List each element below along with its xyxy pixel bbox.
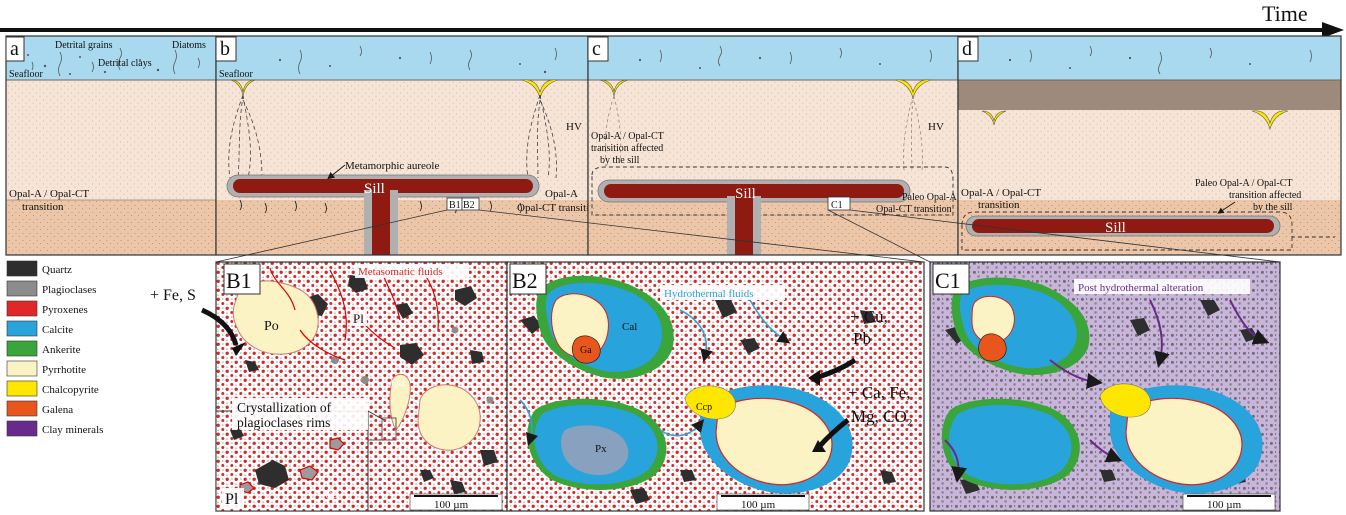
micrograph-b1: B1 Metasomatic fluids Po Pl Qtz Crystall… [215,261,508,512]
panel-letter-d: d [962,38,972,60]
inset-marker-b2: B2 [463,200,475,211]
panel-letter-b: b [220,38,230,60]
label-input-fe-s: + Fe, S [150,287,196,304]
label-affected-c3: by the sill [600,155,640,166]
legend-swatch-calcite [6,320,38,337]
time-axis: Time [0,1,1344,38]
inset-marker-c1: C1 [831,200,843,211]
label-crystallization-2: plagioclases rims [237,415,330,430]
label-transition-a2: transition [22,201,64,213]
input-ca-fe-mg-co2: + Ca, Fe, Mg, CO₂ [812,383,913,452]
scale-bar-c1: 100 µm [1207,499,1242,511]
legend-label-quartz: Quartz [42,264,72,276]
legend-swatch-plagioclases [6,280,38,297]
legend-swatch-pyrrhotite [6,360,38,377]
label-inset-pl: Pl [225,491,239,508]
label-hv-c: HV [928,121,944,133]
panel-c: HV Sill Opal-A / Opal-CT transition affe… [587,35,959,256]
label-input-cu: + Cu, [850,307,888,326]
input-fe-s: + Fe, S [150,287,246,356]
legend-swatch-ankerite [6,340,38,357]
label-metasomatic-fluids: Metasomatic fluids [358,266,443,278]
input-cu-pb: + Cu, Pb [808,307,888,386]
label-crystallization-1: Crystallization of [237,400,332,415]
time-label: Time [1262,1,1308,26]
label-po: Po [264,319,279,334]
legend-swatch-chalcopyrite [6,380,38,397]
label-px: Px [595,443,607,455]
micro-title-b2: B2 [512,268,538,293]
inset-marker-b1: B1 [449,200,461,211]
label-inset-qtz: Qtz [325,490,340,501]
label-paleo-d1: Paleo Opal-A / Opal-CT [1195,178,1292,189]
legend-swatch-quartz [6,260,38,277]
legend-swatch-clay-minerals [6,420,38,437]
label-transition-b2: Opal-CT transition [517,202,601,214]
panel-b: HV Seafloor Sill Metamorphic aureole Opa… [215,35,601,256]
legend-label-plagioclases: Plagioclases [42,284,96,296]
panel-d: Sill Paleo Opal-A / Opal-CT transition a… [957,35,1342,256]
label-paleo-d2: transition affected [1229,190,1301,201]
legend-label-chalcopyrite: Chalcopyrite [42,384,99,396]
micro-title-b1: B1 [226,268,252,293]
scale-bar-b1: 100 µm [434,499,469,511]
label-qtz: Qtz [391,378,406,389]
label-paleo-c1: Paleo Opal-A [902,192,957,203]
label-sill-d: Sill [1105,220,1126,236]
legend: Quartz Plagioclases Pyroxenes Calcite Ankeri… [6,260,103,437]
label-input-mg-co2: Mg, CO₂ [851,407,913,426]
label-hv-b: HV [566,121,582,133]
legend-swatch-galena [6,400,38,417]
legend-label-pyroxenes: Pyroxenes [42,304,88,316]
label-affected-c1: Opal-A / Opal-CT [591,131,664,142]
label-metamorphic-aureole: Metamorphic aureole [345,160,439,172]
label-input-ca-fe: + Ca, Fe, [848,383,910,402]
legend-label-clay-minerals: Clay minerals [42,424,103,436]
micrograph-b2: B2 Hydrothermal fluids Cal Ga Ccp Px 100… [506,261,925,512]
inset-connectors [215,209,1281,263]
label-transition-d1: Opal-A / Opal-CT [961,187,1041,199]
legend-label-pyrrhotite: Pyrrhotite [42,364,86,376]
label-paleo-d3: by the sill [1253,202,1293,213]
label-ccp: Ccp [696,402,712,413]
label-sill-c: Sill [735,186,756,202]
legend-label-calcite: Calcite [42,324,73,336]
label-sill-b: Sill [364,181,385,197]
panel-letter-a: a [10,38,19,60]
panel-a: Detrital grains Detrital clays Diatoms S… [5,35,217,256]
micrograph-c1: C1 Post hydrothermal alteration 100 µm [929,261,1281,512]
label-transition-a: Opal-A / Opal-CT [9,188,89,200]
label-cal: Cal [622,321,637,333]
label-diatoms: Diatoms [172,40,206,51]
label-detrital-clays: Detrital clays [98,58,152,69]
label-post-hydrothermal-alteration: Post hydrothermal alteration [1078,282,1204,294]
label-transition-b1: Opal-A [545,188,578,200]
label-input-pb: Pb [853,329,871,348]
micro-title-c1: C1 [935,268,961,293]
legend-label-ankerite: Ankerite [42,344,81,356]
label-hydrothermal-fluids: Hydrothermal fluids [664,288,754,300]
label-detrital-grains: Detrital grains [55,40,113,51]
label-affected-c2: transition affected [591,143,663,154]
label-pl: Pl [353,311,364,326]
scale-bar-b2: 100 µm [741,499,776,511]
legend-swatch-pyroxenes [6,300,38,317]
label-ga: Ga [580,345,592,356]
label-paleo-c2: Opal-CT transition [876,204,952,215]
label-seafloor: Seafloor [9,69,44,80]
label-transition-d2: transition [978,199,1020,211]
panel-letter-c: c [592,38,601,60]
label-seafloor-b: Seafloor [219,69,254,80]
legend-label-galena: Galena [42,404,73,416]
